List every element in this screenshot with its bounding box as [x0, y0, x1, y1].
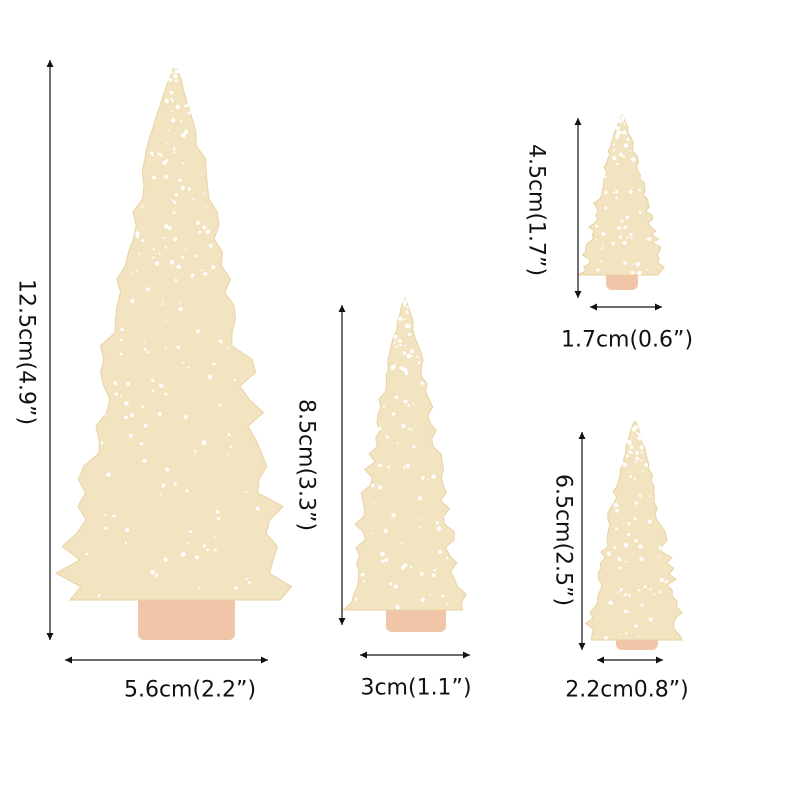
height-label-smallmid: 6.5cm(2.5”)	[550, 473, 576, 607]
tree-small-medium	[584, 418, 683, 650]
foliage	[584, 418, 683, 641]
height-arrow-medium	[338, 305, 346, 625]
tree-small	[577, 113, 665, 290]
height-label-large: 12.5cm(4.9”)	[13, 278, 39, 426]
width-label-large: 5.6cm(2.2”)	[123, 677, 257, 703]
width-arrow-smallmid	[597, 656, 663, 664]
foliage	[577, 113, 665, 276]
height-arrow-smallmid	[578, 432, 586, 650]
width-arrow-medium	[360, 651, 470, 659]
height-arrow-large	[46, 60, 54, 640]
foliage	[54, 63, 293, 601]
height-label-medium: 8.5cm(3.3”)	[293, 398, 319, 532]
height-label-small: 4.5cm(1.7”)	[523, 143, 549, 277]
height-arrow-small	[574, 118, 582, 298]
width-label-medium: 3cm(1.1”)	[360, 675, 472, 701]
wooden-base	[138, 590, 235, 640]
width-label-small: 1.7cm(0.6”)	[560, 327, 694, 353]
tree-large	[54, 63, 293, 640]
width-label-smallmid: 2.2cm0.8”)	[565, 677, 689, 703]
foliage	[342, 296, 467, 611]
tree-medium	[342, 296, 467, 632]
width-arrow-small	[590, 303, 662, 311]
width-arrow-large	[65, 656, 268, 664]
